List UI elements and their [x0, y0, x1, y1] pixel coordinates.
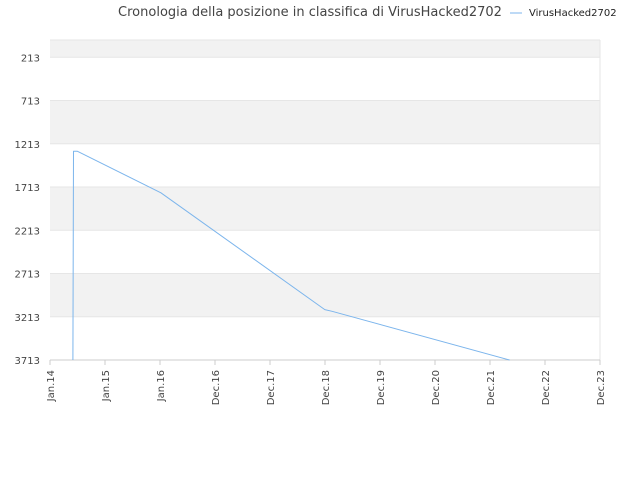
chart-title: Cronologia della posizione in classifica…: [118, 5, 502, 20]
x-tick-label: Jan.14: [46, 370, 57, 402]
series-line[interactable]: [72, 150, 510, 361]
plot-band: [50, 187, 600, 231]
y-tick-label: 2213: [15, 226, 40, 237]
y-tick-label: 1213: [15, 140, 40, 151]
legend-label: VirusHacked2702: [529, 8, 617, 19]
x-axis: Jan.14 Jan.15 Jan.16 Dec.16 Dec.17 Dec.18 Dec.…: [46, 359, 607, 405]
x-tick-label: Dec.22: [541, 370, 552, 405]
y-tick-label: 1713: [15, 183, 40, 194]
x-tick-label: Dec.17: [266, 370, 277, 405]
plot-band: [50, 273, 600, 317]
x-tick-label: Dec.20: [431, 370, 442, 405]
legend[interactable]: VirusHacked2702: [505, 3, 638, 23]
plot-band: [50, 100, 600, 144]
plot-band: [50, 316, 600, 360]
x-tick-label: Jan.16: [156, 370, 167, 402]
plot-bands: [50, 40, 600, 360]
y-tick-label: 3713: [15, 356, 40, 367]
y-tick-label: 3213: [15, 313, 40, 324]
x-tick-label: Dec.23: [596, 370, 607, 405]
y-axis: 213 713 1213 1713 2213 2713 3213 3713: [15, 53, 40, 367]
y-tick-label: 2713: [15, 270, 40, 281]
series-layer: [72, 150, 510, 361]
plot-band: [50, 230, 600, 274]
plot-band: [50, 143, 600, 188]
x-tick-label: Dec.18: [321, 370, 332, 405]
plot-band: [50, 57, 600, 101]
plot-band: [50, 40, 600, 58]
x-tick-label: Dec.16: [211, 370, 222, 405]
x-tick-label: Jan.15: [101, 370, 112, 402]
y-tick-label: 713: [21, 97, 40, 108]
x-tick-label: Dec.21: [486, 370, 497, 405]
y-tick-label: 213: [21, 53, 40, 64]
x-tick-label: Dec.19: [376, 370, 387, 405]
